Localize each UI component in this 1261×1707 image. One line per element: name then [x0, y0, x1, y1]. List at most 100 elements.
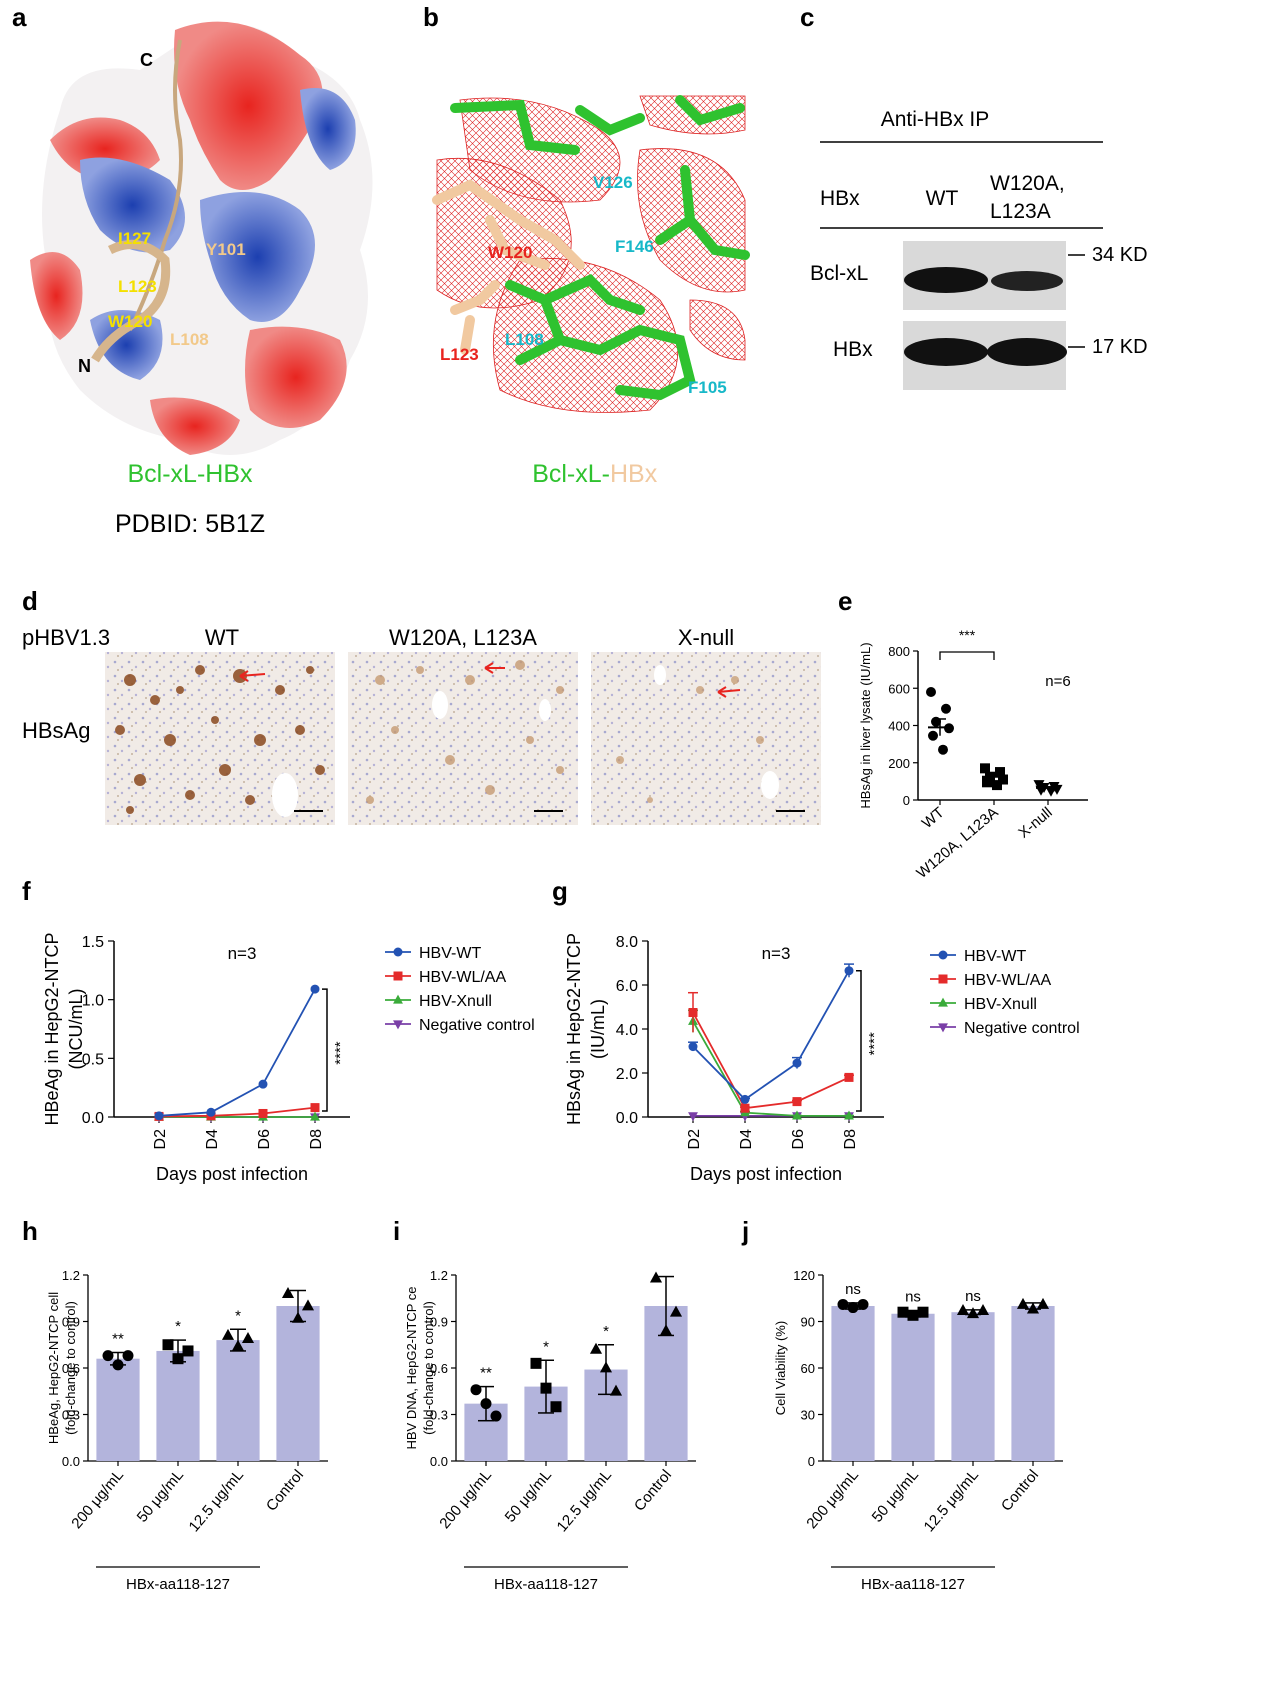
e-ytick-label: 800 [888, 644, 910, 659]
e-xtick-label: X-null [1015, 804, 1055, 842]
g-series-line [692, 1012, 850, 1110]
j-point [897, 1306, 909, 1318]
electrostatic-surface [30, 21, 373, 456]
f-series-line [158, 988, 316, 1117]
i-group-label: HBx-aa118-127 [494, 1576, 598, 1593]
e-sig-bracket [939, 651, 995, 660]
j-ytick-label: 120 [793, 1268, 815, 1283]
pdb-id: PDBID: 5B1Z [115, 510, 265, 538]
g-legend-marker [938, 950, 948, 960]
e-point [938, 744, 948, 755]
f-legend-marker [393, 947, 403, 957]
h-point [162, 1339, 174, 1351]
g-y-label-2: (IU/mL) [588, 999, 608, 1059]
i-point [470, 1384, 482, 1396]
f-point [258, 1108, 268, 1118]
f-legend-label: HBV-WL/AA [419, 969, 506, 986]
g-legend-label: HBV-WL/AA [964, 972, 1051, 989]
w120-label: W120 [108, 312, 152, 331]
i-ytick-label: 0.3 [430, 1408, 448, 1423]
panel-d-letter: d [22, 586, 38, 616]
h-bar [96, 1358, 140, 1461]
i-point [480, 1398, 492, 1410]
j-point [1036, 1297, 1050, 1309]
f-n-label: n=3 [228, 944, 257, 963]
f-sig-bracket [322, 988, 328, 1112]
e-point [1045, 786, 1057, 797]
j-xtick-label: 12.5 μg/mL [921, 1467, 982, 1536]
panel-b-title-hbx: HBx [610, 460, 658, 488]
i-ytick-label: 0.9 [430, 1315, 448, 1330]
mw-34-label: 34 KD [1092, 244, 1148, 266]
d-col-xnull: X-null [678, 625, 734, 650]
i-sig-label: * [603, 1323, 609, 1340]
i-point [490, 1410, 502, 1422]
j-bar [951, 1312, 995, 1461]
chart-e: 0 200 400 600 800 HBsAg in liver lysate (IU/m… [858, 627, 1088, 882]
h-ytick-label: 0.3 [62, 1408, 80, 1423]
d-col-wt: WT [205, 625, 239, 650]
j-sig-label: ns [965, 1288, 981, 1305]
h-bar [156, 1350, 200, 1461]
i-y-label-2: (fold-change to control) [421, 1301, 436, 1435]
g-x-label: Days post infection [690, 1164, 842, 1184]
f-point [154, 1111, 164, 1121]
g-xtick-label: D6 [790, 1129, 807, 1150]
g-series-line [692, 1020, 849, 1117]
f-point [310, 984, 320, 994]
j-point [857, 1298, 869, 1310]
h-point [102, 1350, 114, 1362]
f-point [310, 1111, 320, 1121]
j-point [956, 1304, 970, 1316]
j-xtick-label: Control [998, 1467, 1042, 1515]
e-y-label: HBsAg in liver lysate (IU/mL) [858, 642, 873, 808]
g-series-line [692, 970, 850, 1101]
panel-a-letter: a [12, 2, 27, 32]
e-point [941, 703, 951, 714]
g-xtick-label: D4 [738, 1129, 755, 1150]
j-point [976, 1304, 990, 1316]
c-terminus-label: C [140, 50, 153, 70]
f-xtick-label: D6 [256, 1129, 273, 1150]
g-point [688, 1042, 698, 1052]
j-point [837, 1298, 849, 1310]
density-map [432, 95, 750, 416]
e-point [926, 686, 936, 697]
g-point [740, 1103, 750, 1113]
v126-label: V126 [593, 173, 633, 192]
panel-h-letter: h [22, 1216, 38, 1246]
i-point [609, 1384, 623, 1396]
f-y-label-1: HBeAg in HepG2-NTCP [42, 932, 62, 1125]
j-group-label: HBx-aa118-127 [861, 1576, 965, 1593]
f-legend-label: Negative control [419, 1017, 535, 1034]
f-series-line [158, 1106, 316, 1118]
y101-label: Y101 [206, 240, 246, 259]
g-point [792, 1097, 802, 1107]
h-xtick-label: 12.5 μg/mL [186, 1467, 247, 1536]
g-point [792, 1110, 802, 1120]
g-sig-bracket [856, 969, 862, 1112]
e-ytick-label: 0 [903, 793, 910, 808]
panel-b: b [423, 2, 750, 488]
h-point [221, 1328, 235, 1340]
e-point [982, 777, 992, 788]
f-point [206, 1107, 216, 1117]
h-sig-label: * [175, 1318, 181, 1335]
g-legend-label: Negative control [964, 1020, 1080, 1037]
l108-b-label: L108 [505, 330, 544, 349]
f-legend-marker [393, 971, 403, 981]
chart-i: 0.0 0.3 0.6 0.9 1.2 HBV DNA, HepG2-NTCP ce (fo… [404, 1268, 696, 1593]
e-n-label: n=6 [1045, 673, 1070, 690]
i-point [659, 1324, 673, 1336]
g-point [688, 1112, 698, 1122]
i-sig-label: ** [480, 1365, 492, 1382]
f-ytick-label: 1.5 [82, 934, 104, 951]
ihc-image-xnull [591, 652, 821, 825]
h-point [172, 1353, 184, 1365]
g-xtick-label: D2 [686, 1129, 703, 1150]
g-legend-marker [938, 1023, 948, 1033]
f-xtick-label: D4 [204, 1129, 221, 1150]
panel-f-letter: f [22, 876, 31, 906]
